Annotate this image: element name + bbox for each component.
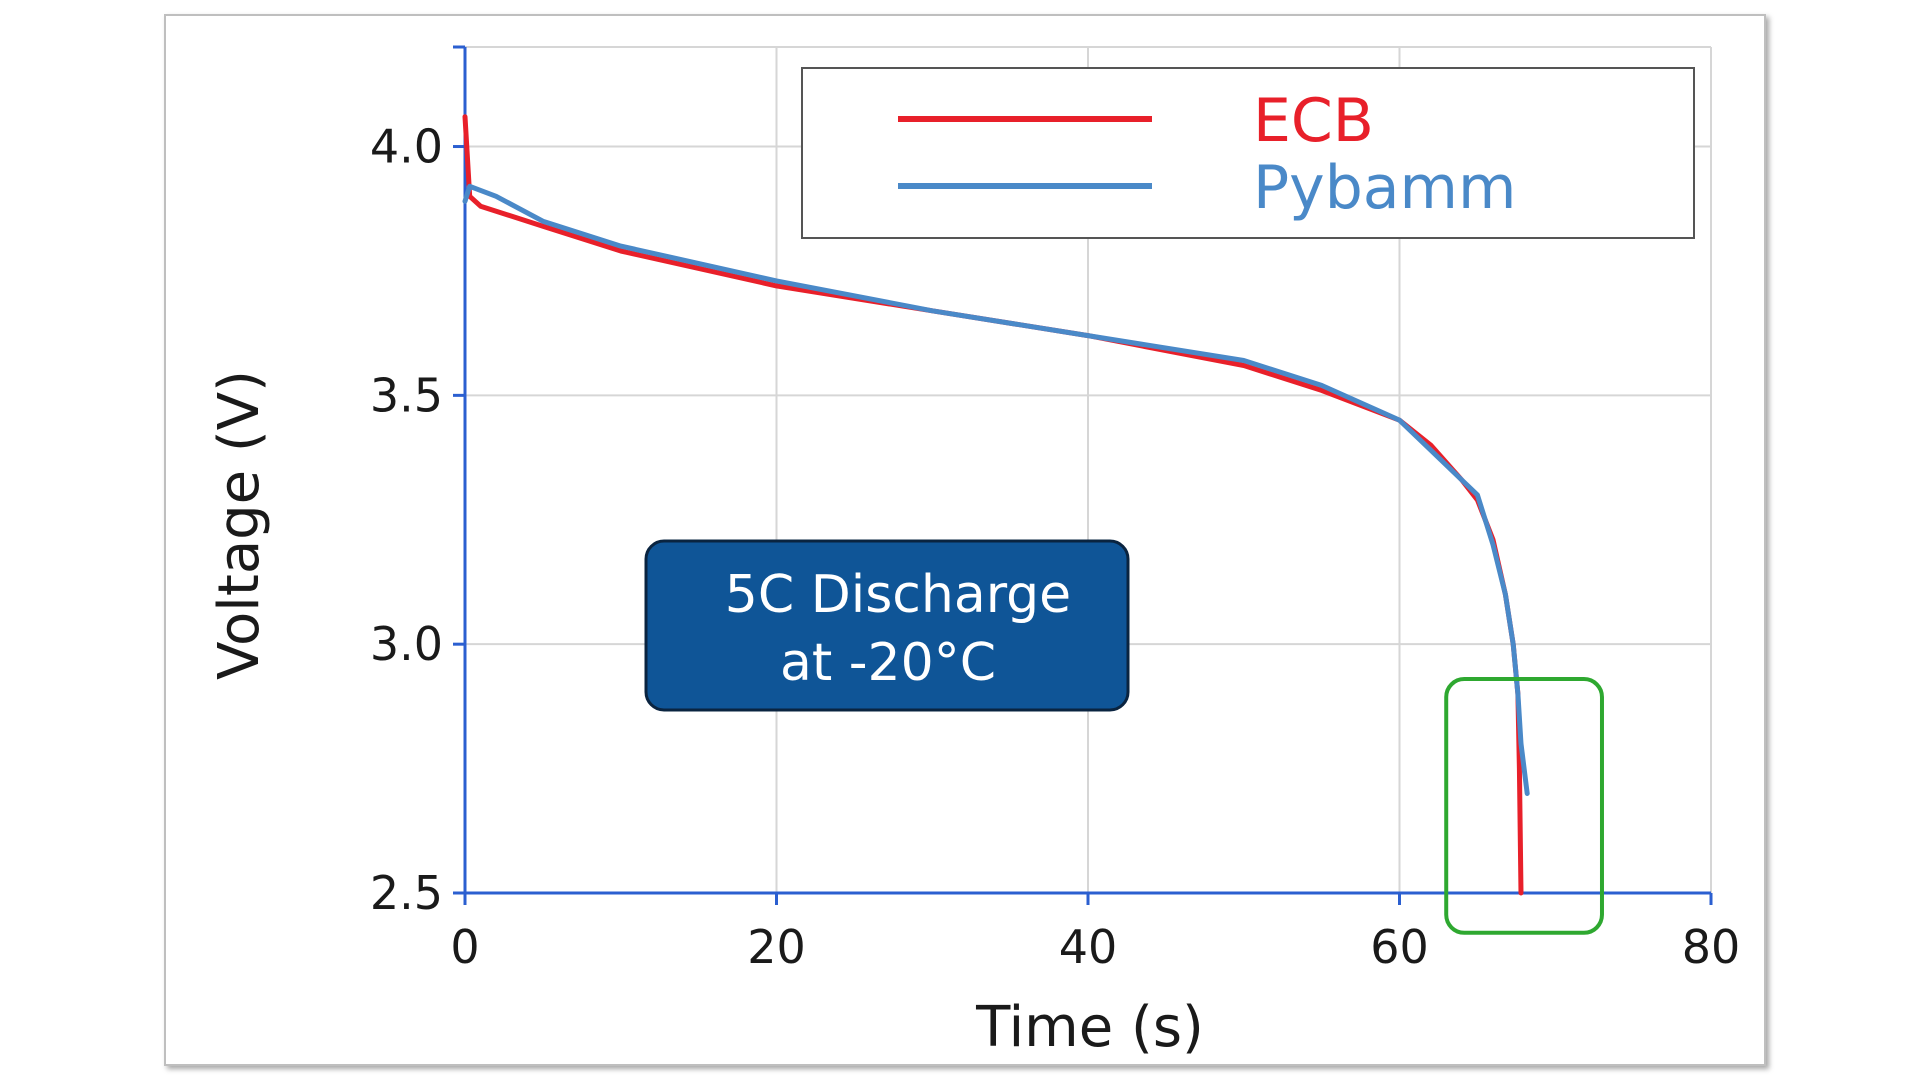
y-tick-labels: 2.5 3.0 3.5 4.0 xyxy=(370,120,443,920)
y-axis-label: Voltage (V) xyxy=(207,370,272,680)
highlight-box xyxy=(1444,677,1604,935)
annotation-box: 5C Discharge at -20°C xyxy=(644,539,1130,712)
legend-label-ecb: ECB xyxy=(1253,86,1374,156)
annotation-background xyxy=(644,539,1130,712)
axes xyxy=(453,45,1713,905)
x-axis-label: Time (s) xyxy=(975,995,1204,1060)
series-group xyxy=(462,114,1530,896)
series-line-pybamm xyxy=(462,183,1530,796)
legend: ECB Pybamm xyxy=(801,67,1695,239)
legend-box xyxy=(801,67,1695,239)
annotation-line-1: 5C Discharge xyxy=(725,565,1071,625)
legend-label-pybamm: Pybamm xyxy=(1253,153,1516,223)
y-tick-label-2.5: 2.5 xyxy=(370,866,443,920)
x-tick-label-60: 60 xyxy=(1370,920,1429,974)
x-tick-labels: 0 20 40 60 80 xyxy=(450,920,1740,974)
y-tick-label-3.0: 3.0 xyxy=(370,617,443,671)
x-tick-label-80: 80 xyxy=(1682,920,1741,974)
annotation-line-2: at -20°C xyxy=(780,633,996,693)
y-tick-label-4.0: 4.0 xyxy=(370,120,443,174)
y-tick-label-3.5: 3.5 xyxy=(370,368,443,422)
x-tick-label-20: 20 xyxy=(747,920,806,974)
x-tick-label-0: 0 xyxy=(450,920,479,974)
x-tick-label-40: 40 xyxy=(1059,920,1118,974)
